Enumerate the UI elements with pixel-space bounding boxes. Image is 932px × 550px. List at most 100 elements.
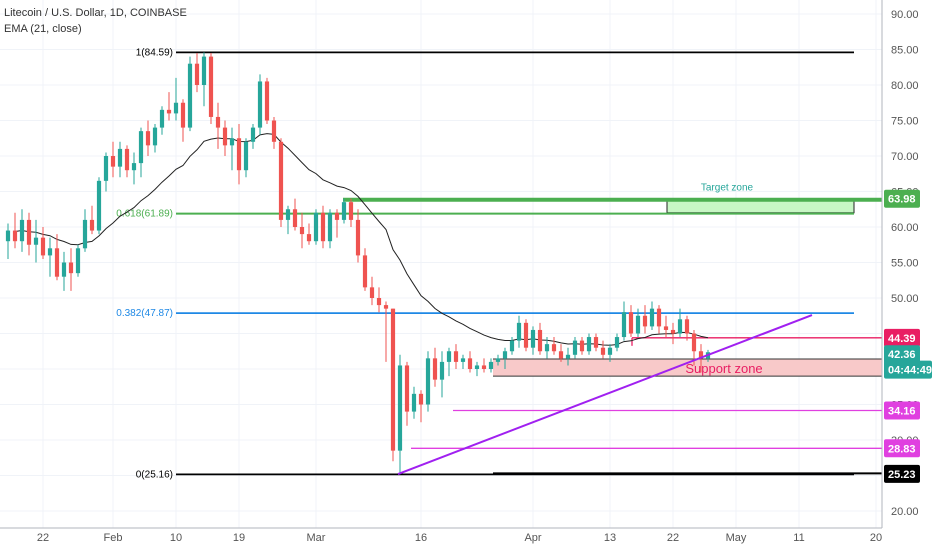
candle-body xyxy=(278,141,284,220)
candle-body xyxy=(152,127,158,146)
candle-body xyxy=(593,337,599,348)
candle-body xyxy=(145,131,151,146)
price-badges: 63.98 44.39 42.36 04:44:49 34.16 28.83 25.23 xyxy=(884,189,932,483)
y-tick-label: 60.00 xyxy=(891,222,919,234)
y-tick-label: 50.00 xyxy=(891,293,919,305)
candle-body xyxy=(376,298,382,306)
zones: Target zone Support zone xyxy=(343,183,882,377)
ascending-trendline xyxy=(397,314,813,476)
x-tick-label: 13 xyxy=(604,532,616,544)
candle-body xyxy=(292,209,298,227)
candle-body xyxy=(537,329,543,352)
y-tick-label: 70.00 xyxy=(891,151,919,163)
candle-body xyxy=(166,109,172,114)
x-tick-label: 19 xyxy=(233,532,245,544)
candle-body xyxy=(243,141,249,171)
candle-body xyxy=(544,344,550,352)
candle-body xyxy=(362,255,368,288)
candle-body xyxy=(474,365,480,369)
x-tick-label: Mar xyxy=(307,532,326,544)
candle-body xyxy=(439,361,445,380)
candle-body xyxy=(621,312,627,338)
support-zone-label: Support zone xyxy=(685,361,762,376)
candle-body xyxy=(124,148,130,171)
candle-body xyxy=(33,237,39,245)
candle-body xyxy=(131,163,137,171)
candle-body xyxy=(117,148,123,167)
x-tick-label: 22 xyxy=(37,532,49,544)
candle-body xyxy=(397,365,403,451)
candle-body xyxy=(432,358,438,380)
candle-body xyxy=(565,354,571,359)
candle-body xyxy=(138,131,144,164)
candle-body xyxy=(572,340,578,355)
candle-body xyxy=(110,156,116,167)
x-tick-label: 22 xyxy=(667,532,679,544)
candle-body xyxy=(684,319,690,334)
price-badge-text: 34.16 xyxy=(888,405,916,417)
candle-body xyxy=(663,326,669,330)
candle-body xyxy=(103,156,109,181)
candle-body xyxy=(89,219,95,231)
candle-body xyxy=(313,212,319,242)
candle-body xyxy=(355,219,361,256)
candle-body xyxy=(257,81,263,128)
candle-body xyxy=(229,138,235,146)
candle-body xyxy=(481,365,487,369)
x-tick-label: 16 xyxy=(415,532,427,544)
chart-title: Litecoin / U.S. Dollar, 1D, COINBASE xyxy=(4,7,187,19)
level-lines: 1(84.59) 0.618(61.89) 0.382(47.87) 0(25.16) xyxy=(116,47,882,480)
fib-level-label: 0(25.16) xyxy=(136,469,173,480)
candle-body xyxy=(649,308,655,327)
candle-body xyxy=(670,329,676,334)
candle-body xyxy=(40,237,46,256)
candle-body xyxy=(628,312,634,334)
candle-body xyxy=(411,393,417,412)
candle-body xyxy=(460,358,466,362)
price-badge-text: 63.98 xyxy=(888,194,916,206)
candle-body xyxy=(390,308,396,451)
y-tick-label: 20.00 xyxy=(891,506,919,518)
candle-body xyxy=(642,315,648,327)
ema-21-line xyxy=(14,133,709,346)
candle-body xyxy=(285,209,291,220)
x-tick-label: Feb xyxy=(104,532,123,544)
candle-body xyxy=(271,120,277,142)
candle-body xyxy=(187,63,193,128)
support-zone xyxy=(493,359,882,377)
candle-body xyxy=(607,347,613,355)
candle-body xyxy=(383,305,389,309)
fib-level-label: 0.382(47.87) xyxy=(116,308,173,319)
candle-body xyxy=(404,365,410,412)
target-zone-label: Target zone xyxy=(701,183,754,194)
price-badge-text: 42.36 xyxy=(888,349,916,361)
price-badge xyxy=(884,345,920,364)
overlay-lines xyxy=(397,314,813,476)
y-tick-label: 90.00 xyxy=(891,9,919,21)
candle-body xyxy=(369,287,375,298)
candles xyxy=(5,52,711,475)
price-badge xyxy=(884,360,932,379)
candle-body xyxy=(5,230,11,242)
candle-body xyxy=(82,219,88,249)
candle-body xyxy=(61,262,67,277)
fib-level-label: 0.618(61.89) xyxy=(116,209,173,220)
candle-body xyxy=(306,234,312,242)
candle-body xyxy=(54,248,60,277)
price-badge xyxy=(884,189,920,208)
price-badge-text: 28.83 xyxy=(888,443,916,455)
candle-body xyxy=(348,202,354,220)
x-tick-label: Apr xyxy=(524,532,541,544)
price-badge-text: 04:44:49 xyxy=(888,365,932,377)
y-tick-label: 75.00 xyxy=(891,116,919,128)
candle-body xyxy=(159,109,165,128)
candle-body xyxy=(495,358,501,362)
candle-body xyxy=(68,262,74,274)
candle-body xyxy=(635,315,641,334)
price-badge xyxy=(884,439,920,458)
candle-body xyxy=(208,56,214,117)
candle-body xyxy=(600,347,606,355)
candle-body xyxy=(558,351,564,359)
candle-body xyxy=(222,127,228,146)
